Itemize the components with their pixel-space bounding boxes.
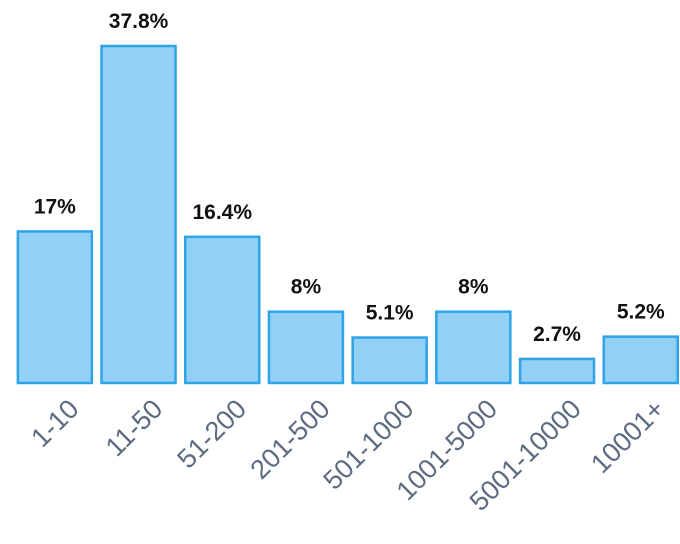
value-label: 5.2%	[617, 301, 665, 324]
bar	[100, 44, 177, 385]
value-label: 2.7%	[533, 323, 581, 346]
bar	[184, 235, 261, 385]
value-label: 5.1%	[366, 302, 414, 325]
category-label: 51-200	[171, 394, 252, 475]
value-label: 8%	[458, 276, 489, 299]
value-label: 37.8%	[109, 10, 169, 33]
value-label: 17%	[34, 195, 76, 218]
bar	[435, 310, 512, 385]
value-label: 8%	[291, 276, 322, 299]
category-label: 10001+	[585, 394, 670, 479]
bar	[16, 230, 94, 385]
bar	[351, 336, 428, 385]
value-label: 16.4%	[192, 201, 252, 224]
bar	[602, 335, 679, 385]
bar	[267, 310, 345, 385]
category-label: 1-10	[25, 394, 84, 453]
category-label: 11-50	[100, 394, 169, 463]
bar	[518, 357, 596, 385]
